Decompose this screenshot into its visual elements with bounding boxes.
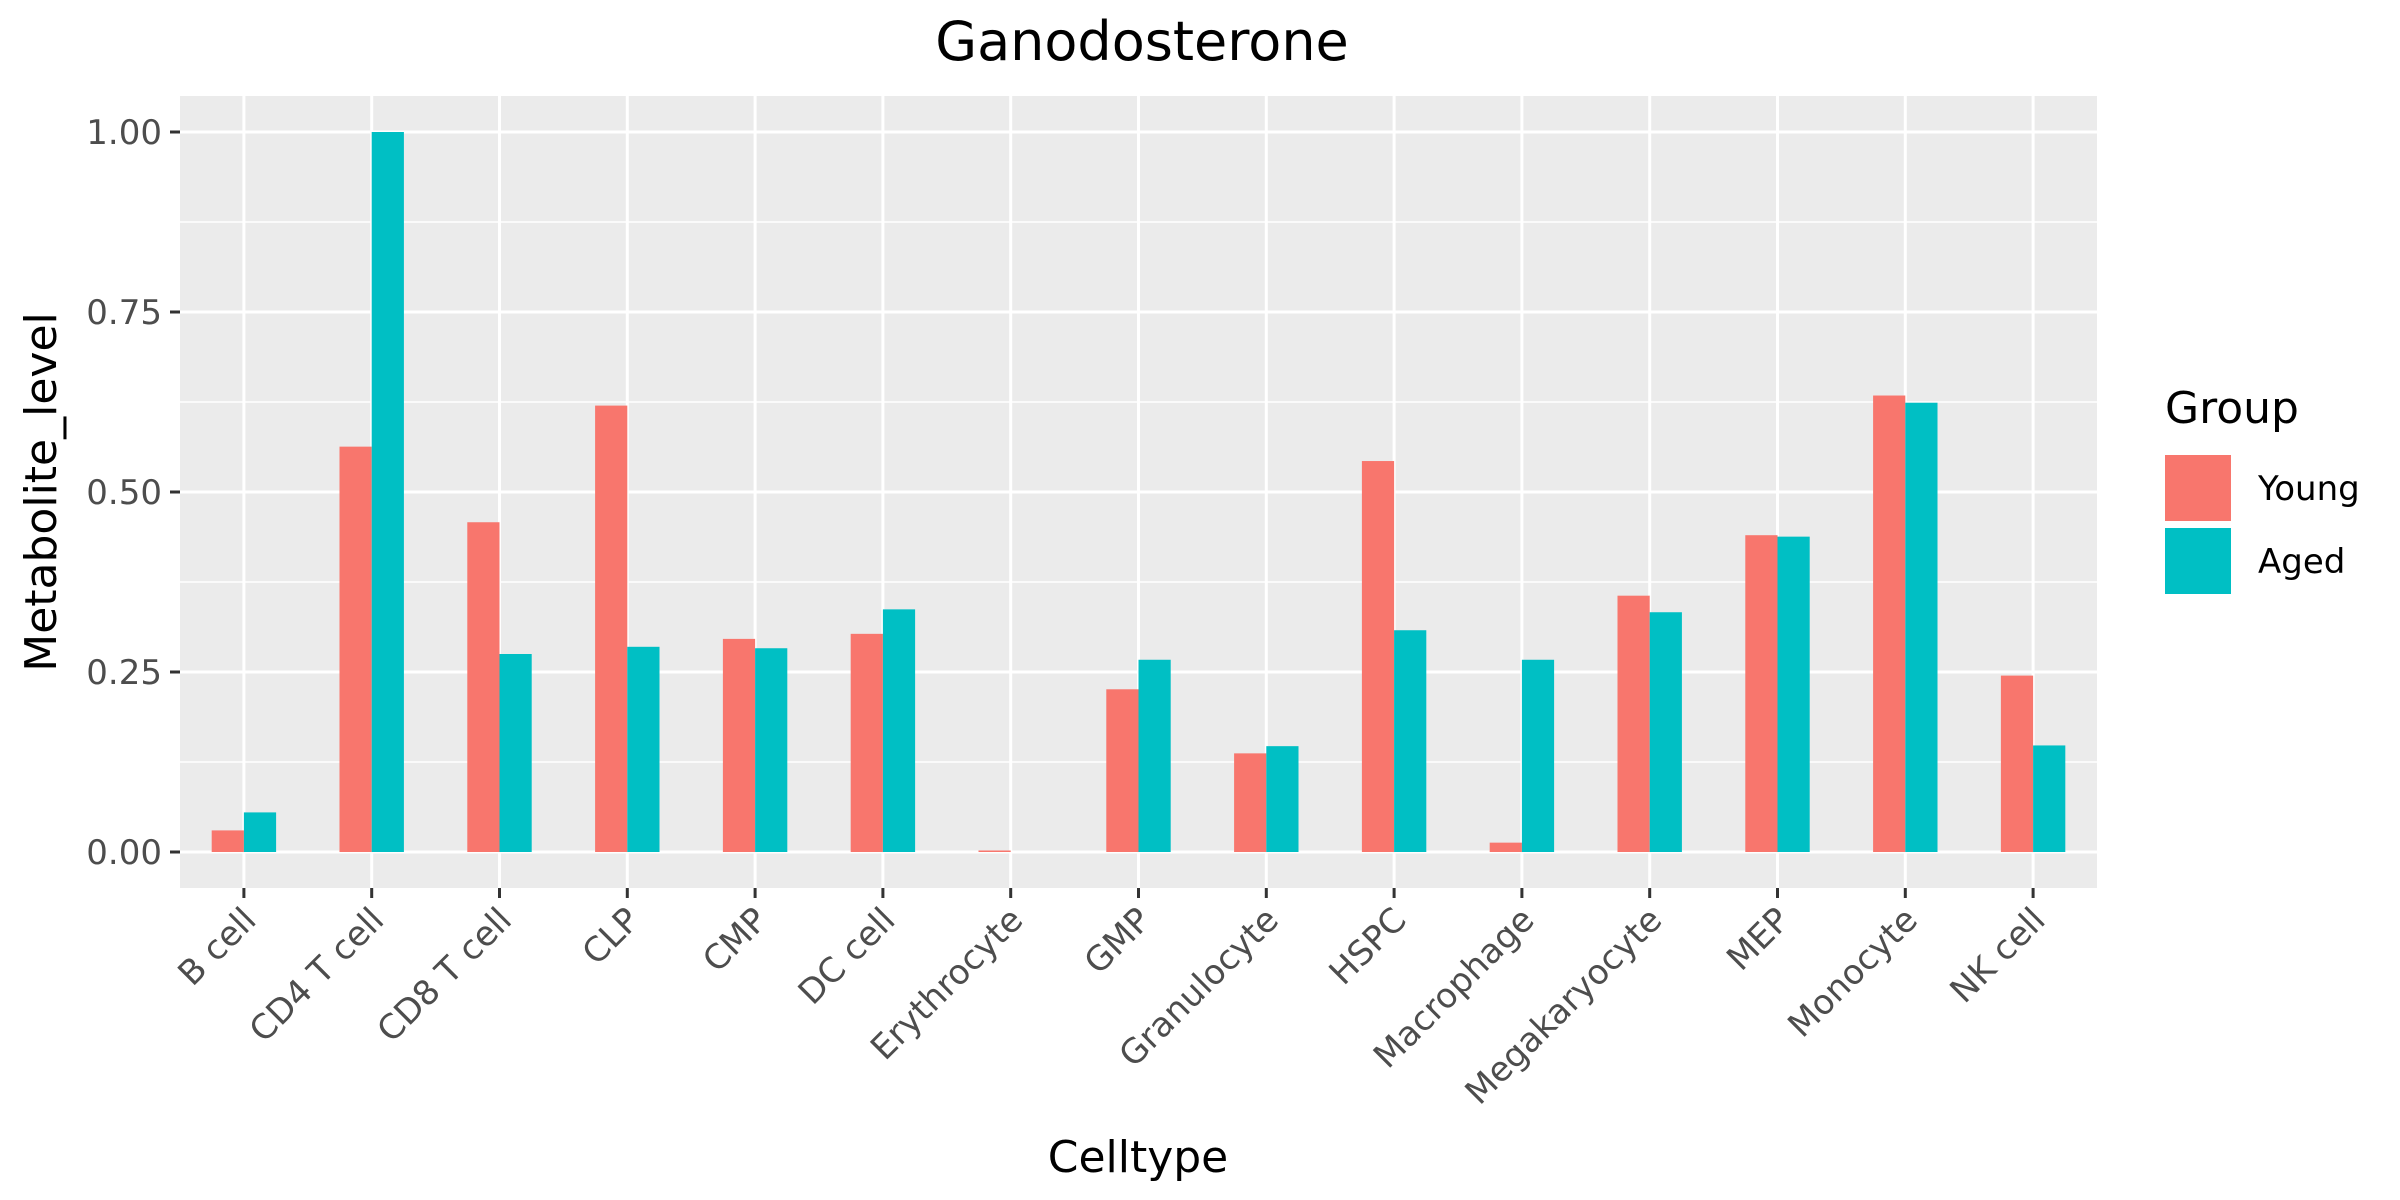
x-tick-label: HSPC bbox=[1322, 900, 1415, 993]
x-tick-label: CD8 T cell bbox=[370, 900, 520, 1050]
x-tick-label: NK cell bbox=[1942, 900, 2053, 1011]
bar-aged-dc-cell bbox=[882, 609, 916, 852]
bar-young-macrophage bbox=[1489, 842, 1522, 852]
bar-young-megakaryocyte bbox=[1617, 595, 1650, 852]
bar-aged-macrophage bbox=[1521, 659, 1555, 852]
bar-young-granulocyte bbox=[1234, 753, 1267, 852]
bar-aged-cmp bbox=[755, 648, 788, 852]
bar-aged-gmp bbox=[1138, 659, 1171, 852]
bar-aged-megakaryocyte bbox=[1649, 612, 1682, 852]
bar-young-cd8-t-cell bbox=[467, 522, 500, 852]
x-tick-label: Monocyte bbox=[1780, 900, 1925, 1045]
bar-aged-hspc bbox=[1394, 630, 1427, 852]
bar-young-clp bbox=[595, 405, 628, 852]
bar-aged-b-cell bbox=[243, 812, 277, 852]
legend: Group Young Aged bbox=[2165, 383, 2360, 594]
x-tick-label: MEP bbox=[1719, 900, 1798, 979]
bar-young-erythrocyte bbox=[978, 850, 1011, 852]
y-tick-label: 0.50 bbox=[86, 473, 162, 513]
y-tick-label: 0.00 bbox=[86, 833, 162, 873]
bar-young-cmp bbox=[722, 638, 756, 852]
bar-aged-mep bbox=[1777, 536, 1810, 852]
y-axis: 0.00 0.25 0.50 0.75 1.00 bbox=[86, 113, 180, 873]
bar-young-gmp bbox=[1106, 689, 1139, 852]
chart-title: Ganodosterone bbox=[935, 10, 1349, 73]
x-tick-label: DC cell bbox=[791, 900, 904, 1013]
bar-aged-granulocyte bbox=[1266, 746, 1299, 852]
legend-key-aged bbox=[2165, 528, 2231, 594]
y-tick-label: 0.25 bbox=[86, 653, 162, 693]
bar-young-monocyte bbox=[1873, 395, 1906, 852]
bar-young-hspc bbox=[1361, 461, 1395, 852]
bar-aged-nk-cell bbox=[2033, 745, 2066, 852]
x-tick-label: CD4 T cell bbox=[242, 900, 392, 1050]
bar-aged-clp bbox=[627, 646, 660, 852]
x-axis-title: Celltype bbox=[1048, 1132, 1229, 1183]
bar-young-mep bbox=[1745, 535, 1778, 852]
y-axis-title: Metabolite_level bbox=[16, 312, 67, 672]
bar-aged-monocyte bbox=[1905, 402, 1938, 852]
legend-label-aged: Aged bbox=[2258, 542, 2345, 582]
x-tick-label: CMP bbox=[695, 900, 775, 980]
x-tick-label: CLP bbox=[575, 900, 648, 973]
bar-young-nk-cell bbox=[2000, 675, 2034, 852]
bar-young-dc-cell bbox=[850, 633, 883, 852]
legend-key-young bbox=[2165, 455, 2231, 521]
y-tick-label: 1.00 bbox=[86, 113, 162, 153]
bar-young-cd4-t-cell bbox=[339, 446, 372, 852]
bar-young-b-cell bbox=[211, 830, 244, 852]
x-tick-label: GMP bbox=[1077, 900, 1159, 982]
x-tick-label: B cell bbox=[170, 900, 264, 994]
legend-label-young: Young bbox=[2257, 469, 2360, 509]
legend-title: Group bbox=[2165, 383, 2299, 434]
y-tick-label: 0.75 bbox=[86, 293, 162, 333]
bar-aged-cd4-t-cell bbox=[371, 132, 404, 852]
bar-aged-cd8-t-cell bbox=[499, 654, 532, 852]
bars bbox=[211, 132, 2066, 852]
